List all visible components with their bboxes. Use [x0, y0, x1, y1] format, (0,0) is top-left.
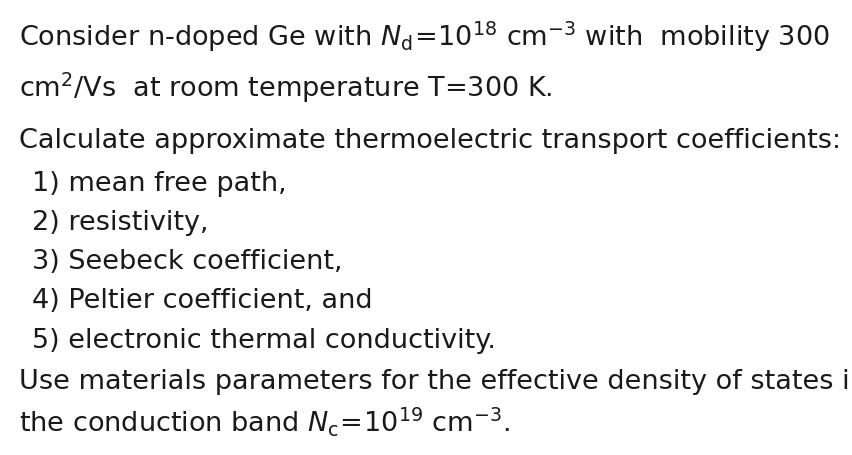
- Text: cm$^{2}$/Vs  at room temperature T=300 K.: cm$^{2}$/Vs at room temperature T=300 K.: [19, 71, 552, 105]
- Text: 2) resistivity,: 2) resistivity,: [32, 210, 209, 236]
- Text: Use materials parameters for the effective density of states in: Use materials parameters for the effecti…: [19, 369, 852, 394]
- Text: 4) Peltier coefficient, and: 4) Peltier coefficient, and: [32, 288, 373, 314]
- Text: 1) mean free path,: 1) mean free path,: [32, 171, 287, 197]
- Text: Consider n-doped Ge with $N_{\mathrm{d}}\!=\!10^{18}$ cm$^{-3}$ with  mobility 3: Consider n-doped Ge with $N_{\mathrm{d}}…: [19, 20, 830, 54]
- Text: 5) electronic thermal conductivity.: 5) electronic thermal conductivity.: [32, 328, 496, 354]
- Text: Calculate approximate thermoelectric transport coefficients:: Calculate approximate thermoelectric tra…: [19, 128, 841, 154]
- Text: 3) Seebeck coefficient,: 3) Seebeck coefficient,: [32, 249, 343, 275]
- Text: the conduction band $N_{\mathrm{c}}\!=\!10^{19}$ cm$^{-3}$.: the conduction band $N_{\mathrm{c}}\!=\!…: [19, 405, 509, 438]
